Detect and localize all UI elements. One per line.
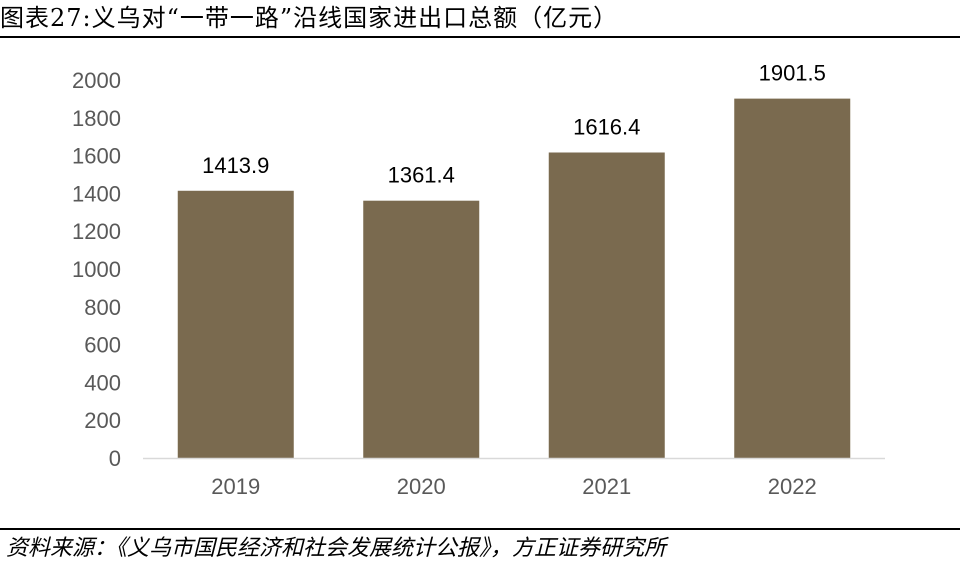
bar-2021	[548, 152, 665, 458]
x-tick-label-2019: 2019	[211, 474, 260, 499]
source-note: 资料来源：《义乌市国民经济和社会发展统计公报》，方正证券研究所	[6, 536, 667, 561]
bar-chart: 0 200 400 600 800 1000 1200 1400 1600 1800 2000 14…	[72, 61, 885, 499]
y-tick-label: 1800	[72, 106, 121, 131]
x-tick-label-2022: 2022	[768, 474, 817, 499]
data-label-2022: 1901.5	[759, 61, 826, 86]
x-axis-ticks: 2019 2020 2021 2022	[211, 474, 816, 499]
y-tick-label: 1200	[72, 219, 121, 244]
y-tick-label: 1400	[72, 181, 121, 206]
y-tick-label: 800	[84, 295, 121, 320]
y-tick-label: 1000	[72, 257, 121, 282]
y-tick-label: 2000	[72, 68, 121, 93]
data-label-2020: 1361.4	[388, 163, 455, 188]
y-tick-label: 600	[84, 333, 121, 358]
y-tick-label: 200	[84, 408, 121, 433]
y-tick-label: 400	[84, 370, 121, 395]
bar-2020	[363, 200, 480, 458]
bar-2019	[177, 190, 294, 459]
bar-2022	[734, 98, 851, 458]
y-tick-label: 0	[109, 446, 121, 471]
bars	[177, 98, 851, 459]
data-labels: 1413.9 1361.4 1616.4 1901.5	[202, 61, 826, 188]
data-label-2021: 1616.4	[573, 115, 640, 140]
x-tick-label-2020: 2020	[397, 474, 446, 499]
title-divider	[0, 36, 960, 38]
figure-title: 图表27:义乌对“一带一路”沿线国家进出口总额（亿元）	[0, 4, 619, 32]
source-divider	[0, 528, 960, 530]
y-tick-label: 1600	[72, 144, 121, 169]
data-label-2019: 1413.9	[202, 153, 269, 178]
y-axis-ticks: 0 200 400 600 800 1000 1200 1400 1600 1800 2000	[72, 68, 121, 471]
x-tick-label-2021: 2021	[582, 474, 631, 499]
